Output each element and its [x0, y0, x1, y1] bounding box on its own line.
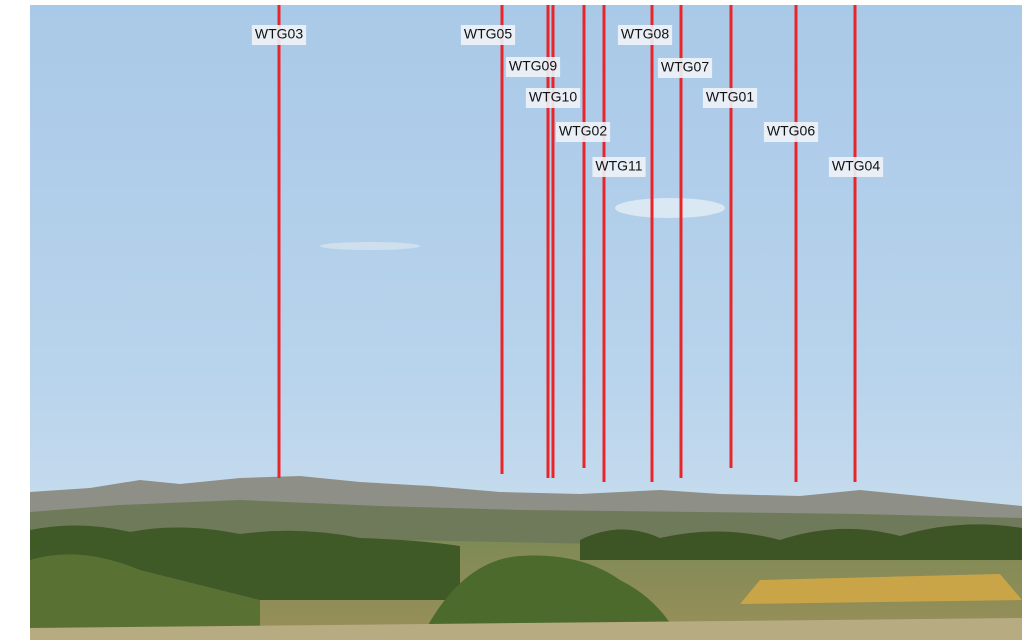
turbine-label: WTG04 [832, 158, 880, 174]
turbine-label: WTG03 [255, 26, 303, 42]
photo-scene: WTG03 WTG05 WTG09 WTG10 WTG02 WTG11 WTG08 WTG07… [0, 0, 1030, 640]
turbine-label: WTG08 [621, 26, 669, 42]
turbine-label: WTG07 [661, 59, 709, 75]
turbine-label: WTG02 [559, 123, 607, 139]
cloud [320, 242, 420, 250]
turbine-label: WTG01 [706, 89, 754, 105]
turbine-label: WTG10 [529, 89, 577, 105]
turbine-label: WTG09 [509, 58, 557, 74]
turbine-label: WTG11 [595, 158, 642, 174]
cloud [615, 198, 725, 218]
turbine-label: WTG05 [464, 26, 512, 42]
turbine-label: WTG06 [767, 123, 815, 139]
page: WTG03 WTG05 WTG09 WTG10 WTG02 WTG11 WTG08 WTG07… [0, 0, 1030, 640]
